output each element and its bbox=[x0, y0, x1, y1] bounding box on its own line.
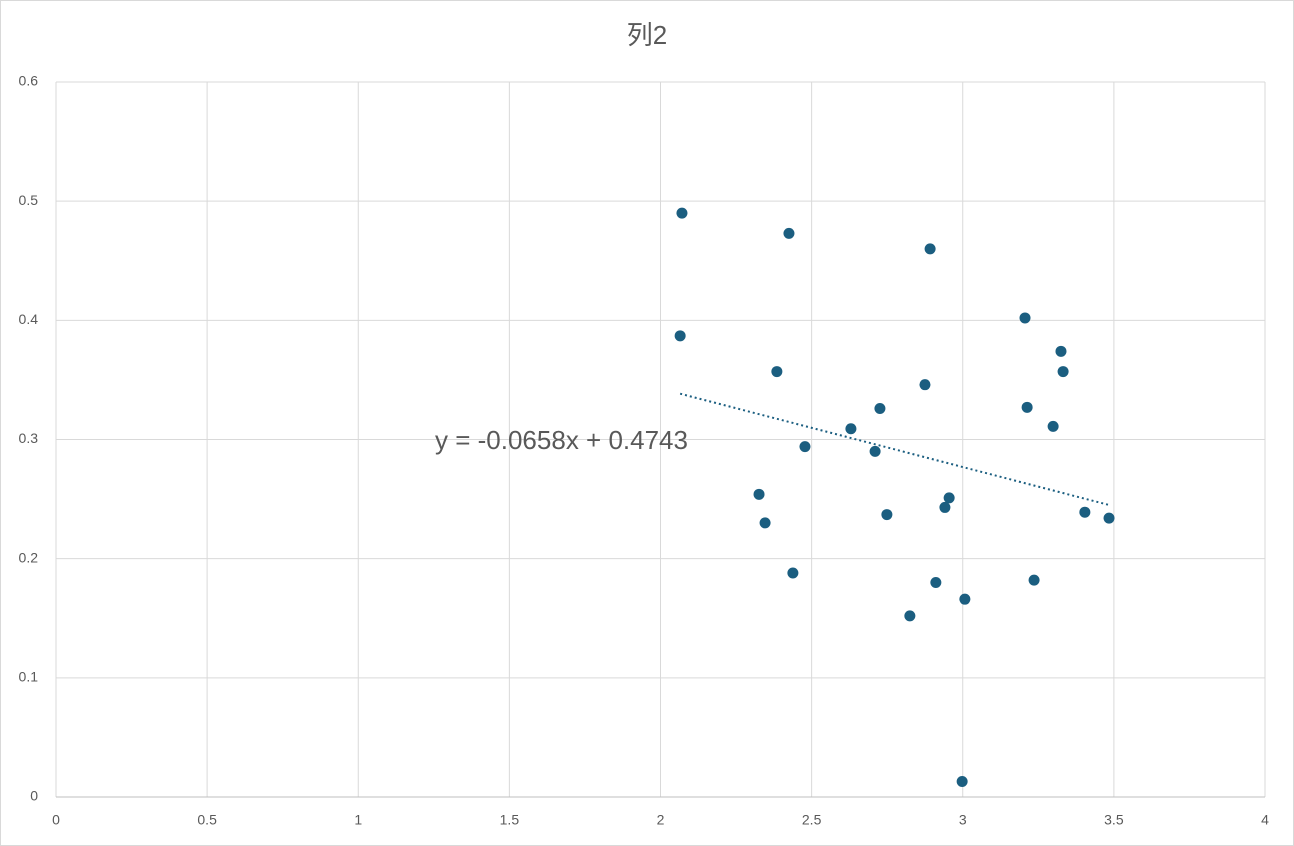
point bbox=[869, 445, 881, 457]
point bbox=[1021, 401, 1033, 413]
y-tick-label: 0.5 bbox=[19, 192, 39, 208]
y-tick-label: 0.3 bbox=[19, 430, 39, 446]
point bbox=[799, 441, 811, 453]
chart-title: 列2 bbox=[627, 20, 667, 50]
point bbox=[1079, 506, 1091, 518]
point bbox=[939, 501, 951, 513]
x-tick-label: 2.5 bbox=[802, 812, 822, 828]
point bbox=[1103, 512, 1115, 524]
point bbox=[676, 207, 688, 219]
point bbox=[1028, 574, 1040, 586]
trendline-label: y = -0.0658x + 0.4743 bbox=[435, 425, 688, 455]
point bbox=[783, 227, 795, 239]
x-tick-label: 2 bbox=[657, 812, 665, 828]
x-tick-label: 3.5 bbox=[1104, 812, 1124, 828]
x-tick-label: 3 bbox=[959, 812, 967, 828]
point bbox=[753, 488, 765, 500]
point bbox=[919, 379, 931, 391]
y-tick-label: 0.6 bbox=[19, 73, 39, 89]
point bbox=[874, 403, 886, 415]
point bbox=[1055, 345, 1067, 357]
x-tick-label: 0.5 bbox=[197, 812, 217, 828]
point bbox=[674, 330, 686, 342]
x-tick-label: 4 bbox=[1261, 812, 1269, 828]
y-tick-label: 0 bbox=[30, 788, 38, 804]
point bbox=[881, 509, 893, 521]
point bbox=[924, 243, 936, 255]
point bbox=[771, 366, 783, 378]
point bbox=[956, 776, 968, 788]
point bbox=[787, 567, 799, 579]
y-tick-label: 0.4 bbox=[19, 311, 39, 327]
x-tick-label: 1.5 bbox=[500, 812, 520, 828]
x-tick-label: 0 bbox=[52, 812, 60, 828]
point bbox=[1047, 420, 1059, 432]
trendline bbox=[679, 392, 1110, 506]
point bbox=[930, 577, 942, 588]
point bbox=[759, 517, 771, 529]
point bbox=[1019, 312, 1031, 324]
x-tick-label: 1 bbox=[354, 812, 362, 828]
y-tick-label: 0.2 bbox=[19, 549, 39, 565]
point bbox=[1057, 366, 1069, 378]
point bbox=[959, 593, 971, 605]
point bbox=[904, 610, 916, 622]
point bbox=[845, 423, 857, 435]
point bbox=[943, 492, 955, 504]
y-tick-label: 0.1 bbox=[19, 669, 39, 685]
